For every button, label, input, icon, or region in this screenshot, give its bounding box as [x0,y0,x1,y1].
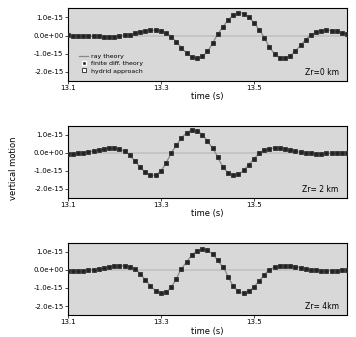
Legend: ray theory, finite diff. theory, hydrid approach: ray theory, finite diff. theory, hydrid … [76,51,145,76]
Text: Zr=0 km: Zr=0 km [305,68,339,77]
Text: Zr= 4km: Zr= 4km [305,303,339,311]
Text: Zr= 2 km: Zr= 2 km [303,185,339,194]
X-axis label: time (s): time (s) [191,327,224,336]
X-axis label: time (s): time (s) [191,210,224,218]
X-axis label: time (s): time (s) [191,92,224,101]
Text: vertical motion: vertical motion [9,137,18,200]
